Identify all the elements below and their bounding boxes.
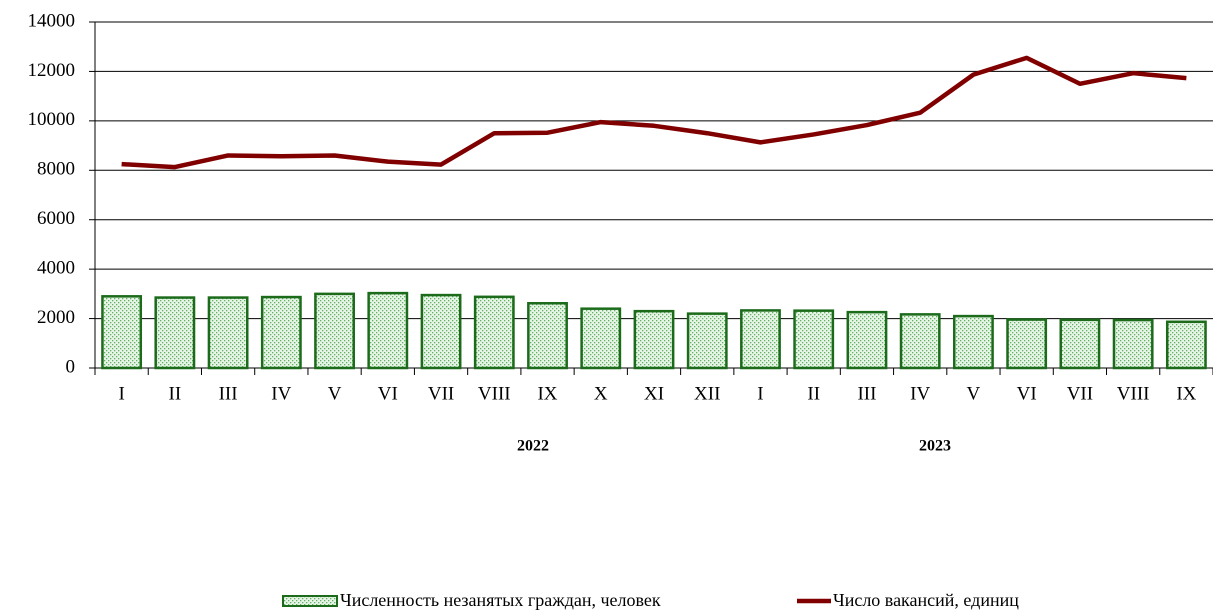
bar — [846, 310, 888, 370]
x-tick-label: I — [757, 383, 763, 404]
y-tick-label: 2000 — [37, 307, 75, 328]
x-tick-label: II — [169, 383, 182, 404]
y-tick-label: 8000 — [37, 159, 75, 180]
group-label: 2023 — [919, 438, 951, 455]
x-tick-label: IX — [1176, 383, 1196, 404]
bar — [793, 309, 835, 370]
bar — [101, 295, 143, 370]
bar — [154, 296, 196, 370]
bar — [1112, 318, 1154, 370]
x-tick-label: IV — [910, 383, 930, 404]
x-tick-label: VII — [428, 383, 454, 404]
bar — [580, 307, 622, 370]
bar — [527, 301, 568, 370]
line — [121, 55, 1187, 170]
x-tick-label: VII — [1067, 383, 1093, 404]
bar — [1059, 318, 1101, 370]
bar — [899, 313, 941, 370]
y-tick-label: 10000 — [28, 109, 76, 130]
bar — [314, 292, 355, 370]
bar — [420, 293, 462, 370]
x-tick-label: V — [328, 383, 342, 404]
x-tick-label: II — [807, 383, 820, 404]
x-tick-label: IX — [537, 383, 557, 404]
bar — [207, 296, 249, 370]
x-tick-label: V — [967, 383, 981, 404]
x-tick-label: IV — [271, 383, 291, 404]
x-tick-label: VI — [378, 383, 398, 404]
bar — [633, 309, 675, 370]
y-tick-label: 12000 — [28, 60, 76, 81]
bar — [953, 314, 994, 370]
x-tick-label: VI — [1017, 383, 1037, 404]
legend-label: Численность незанятых граждан, человек — [340, 590, 661, 610]
group-label: 2022 — [517, 438, 549, 455]
bar — [367, 291, 409, 370]
x-tick-label: III — [219, 383, 238, 404]
x-tick-label: XII — [694, 383, 720, 404]
bar — [1165, 320, 1207, 370]
x-tick-label: XI — [644, 383, 664, 404]
bar — [686, 312, 728, 370]
legend-label: Число вакансий, единиц — [833, 590, 1019, 610]
y-tick-label: 6000 — [37, 208, 75, 229]
legend-swatch — [282, 595, 338, 607]
bar — [473, 295, 515, 370]
y-tick-label: 4000 — [37, 258, 75, 279]
bar — [740, 309, 781, 370]
x-tick-label: VIII — [1117, 383, 1150, 404]
x-tick-label: III — [857, 383, 876, 404]
bar — [1006, 318, 1048, 370]
y-tick-label: 14000 — [28, 10, 76, 31]
x-tick-label: I — [118, 383, 124, 404]
bar — [260, 295, 302, 370]
y-tick-label: 0 — [66, 356, 76, 377]
x-tick-label: X — [594, 383, 608, 404]
x-tick-label: VIII — [478, 383, 511, 404]
